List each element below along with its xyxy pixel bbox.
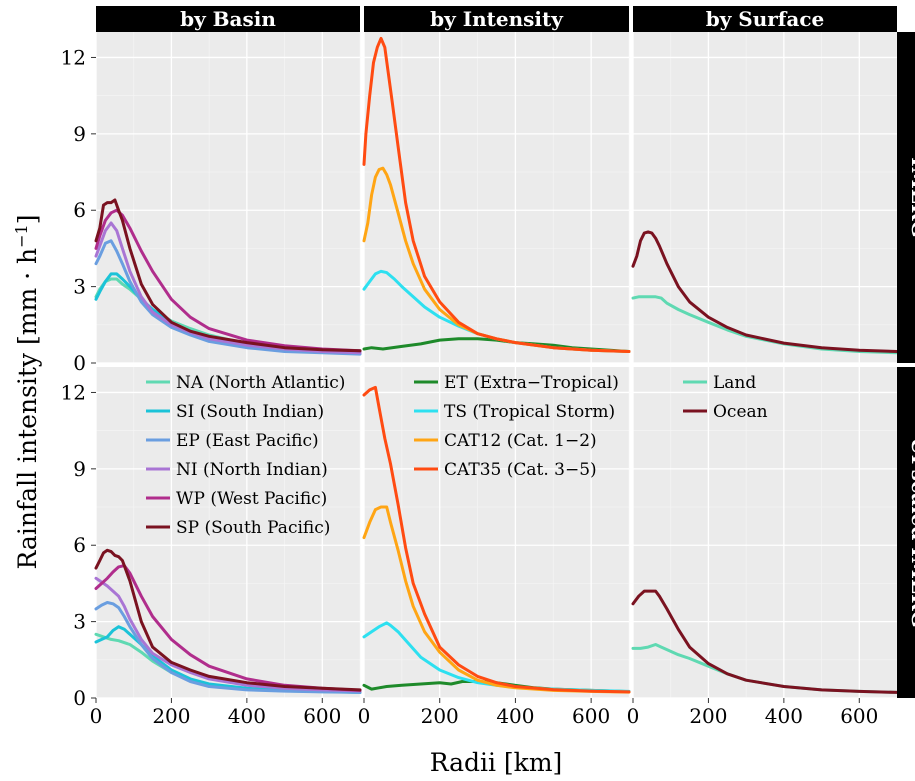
- x-tick-label: 600: [572, 704, 610, 728]
- series-line-cat35-cat-3-5: [362, 36, 631, 353]
- y-tick-label: 6: [73, 198, 86, 222]
- axes: 0 3 6 9 12 0 3 6 9 12 0 200 400 600 0 200 400 600 0 200 400 6…: [61, 45, 879, 728]
- y-axis-title: Rainfall intensity [mm · h−1]: [12, 215, 43, 570]
- legend-label: EP (East Pacific): [176, 431, 319, 451]
- legend-label: NI (North Indian): [176, 460, 328, 480]
- y-tick-label: 6: [73, 533, 86, 557]
- x-tick-label: 0: [627, 704, 640, 728]
- y-tick-label: 9: [73, 122, 86, 146]
- series-line-ep-east-pacific: [94, 239, 362, 356]
- legend-col-1: ET (Extra−Tropical) TS (Tropical Storm) CA…: [414, 373, 619, 480]
- column-strip: [96, 6, 360, 32]
- panel-background: [96, 32, 360, 363]
- panel-r1-c2: [631, 367, 899, 699]
- y-tick-label: 3: [73, 275, 86, 299]
- x-tick-label: 400: [228, 704, 266, 728]
- series-line-ocean: [631, 589, 899, 694]
- row-strip-title: IMERG: [907, 157, 915, 237]
- column-strip-title: by Basin: [180, 7, 276, 31]
- panel-r1-c1: [362, 367, 631, 699]
- legend-label: NA (North Atlantic): [176, 373, 345, 393]
- x-tick-label: 600: [840, 704, 878, 728]
- x-tick-label: 600: [303, 704, 341, 728]
- legend-label: SP (South Pacific): [176, 518, 330, 538]
- y-tick-label: 12: [61, 380, 86, 404]
- panel-background: [633, 367, 897, 698]
- panel-background: [633, 32, 897, 363]
- x-tick-label: 200: [421, 704, 459, 728]
- legend-label: WP (West Pacific): [176, 489, 327, 509]
- x-axis-title: Radii [km]: [430, 748, 563, 777]
- column-strip-title: by Intensity: [430, 7, 564, 31]
- legend-label: CAT12 (Cat. 1−2): [444, 431, 597, 451]
- x-tick-label: 400: [496, 704, 534, 728]
- y-tick-label: 9: [73, 457, 86, 481]
- panel-r0-c1: [362, 32, 631, 364]
- legend-label: Ocean: [713, 402, 768, 422]
- legend-label: TS (Tropical Storm): [444, 402, 615, 422]
- y-axis-title-end: ]: [13, 215, 42, 225]
- y-tick-label: 3: [73, 610, 86, 634]
- series-line-cat35-cat-3-5: [362, 385, 631, 694]
- row-strip: [897, 32, 915, 363]
- panel-r0-c2: [631, 32, 899, 364]
- panel-r1-c0: [94, 367, 362, 699]
- y-tick-label: 0: [73, 686, 86, 710]
- column-strip-title: by Surface: [706, 7, 825, 31]
- y-tick-label: 12: [61, 45, 86, 69]
- row-strip: [897, 367, 915, 698]
- x-tick-label: 400: [765, 704, 803, 728]
- y-axis-title-main: Rainfall intensity [mm · h: [13, 248, 42, 570]
- legend-label: SI (South Indian): [176, 402, 324, 422]
- x-tick-label: 200: [152, 704, 190, 728]
- series-line-ni-north-indian: [94, 576, 362, 693]
- legend-col-0: NA (North Atlantic) SI (South Indian) EP (…: [146, 373, 345, 538]
- legend-col-2: Land Ocean: [683, 373, 768, 422]
- y-axis-title-sup: −1: [12, 224, 31, 248]
- series-line-sp-south-pacific: [94, 548, 362, 692]
- column-strip: [364, 6, 629, 32]
- series-line-wp-west-pacific: [94, 208, 362, 353]
- x-tick-label: 0: [90, 704, 103, 728]
- facet-strips: by Basin by Intensity by Surface IMERG UPsca…: [96, 6, 915, 698]
- panel-background: [364, 32, 629, 363]
- legend-label: CAT35 (Cat. 3−5): [444, 460, 597, 480]
- x-tick-label: 200: [689, 704, 727, 728]
- series-line-sp-south-pacific: [94, 198, 362, 353]
- legend-label: ET (Extra−Tropical): [444, 373, 619, 393]
- column-strip: [633, 6, 897, 32]
- series-line-ocean: [631, 230, 899, 353]
- y-tick-label: 0: [73, 351, 86, 375]
- series-line-ni-north-indian: [94, 221, 362, 355]
- panel-r0-c0: [94, 32, 362, 364]
- legends: NA (North Atlantic) SI (South Indian) EP (…: [146, 373, 768, 538]
- x-tick-label: 0: [358, 704, 371, 728]
- series-line-ep-east-pacific: [94, 601, 362, 694]
- legend-label: Land: [713, 373, 756, 393]
- series-line-wp-west-pacific: [94, 564, 362, 692]
- row-strip-title: UPscaled IMERG: [907, 437, 915, 628]
- panels-layer: [94, 32, 899, 699]
